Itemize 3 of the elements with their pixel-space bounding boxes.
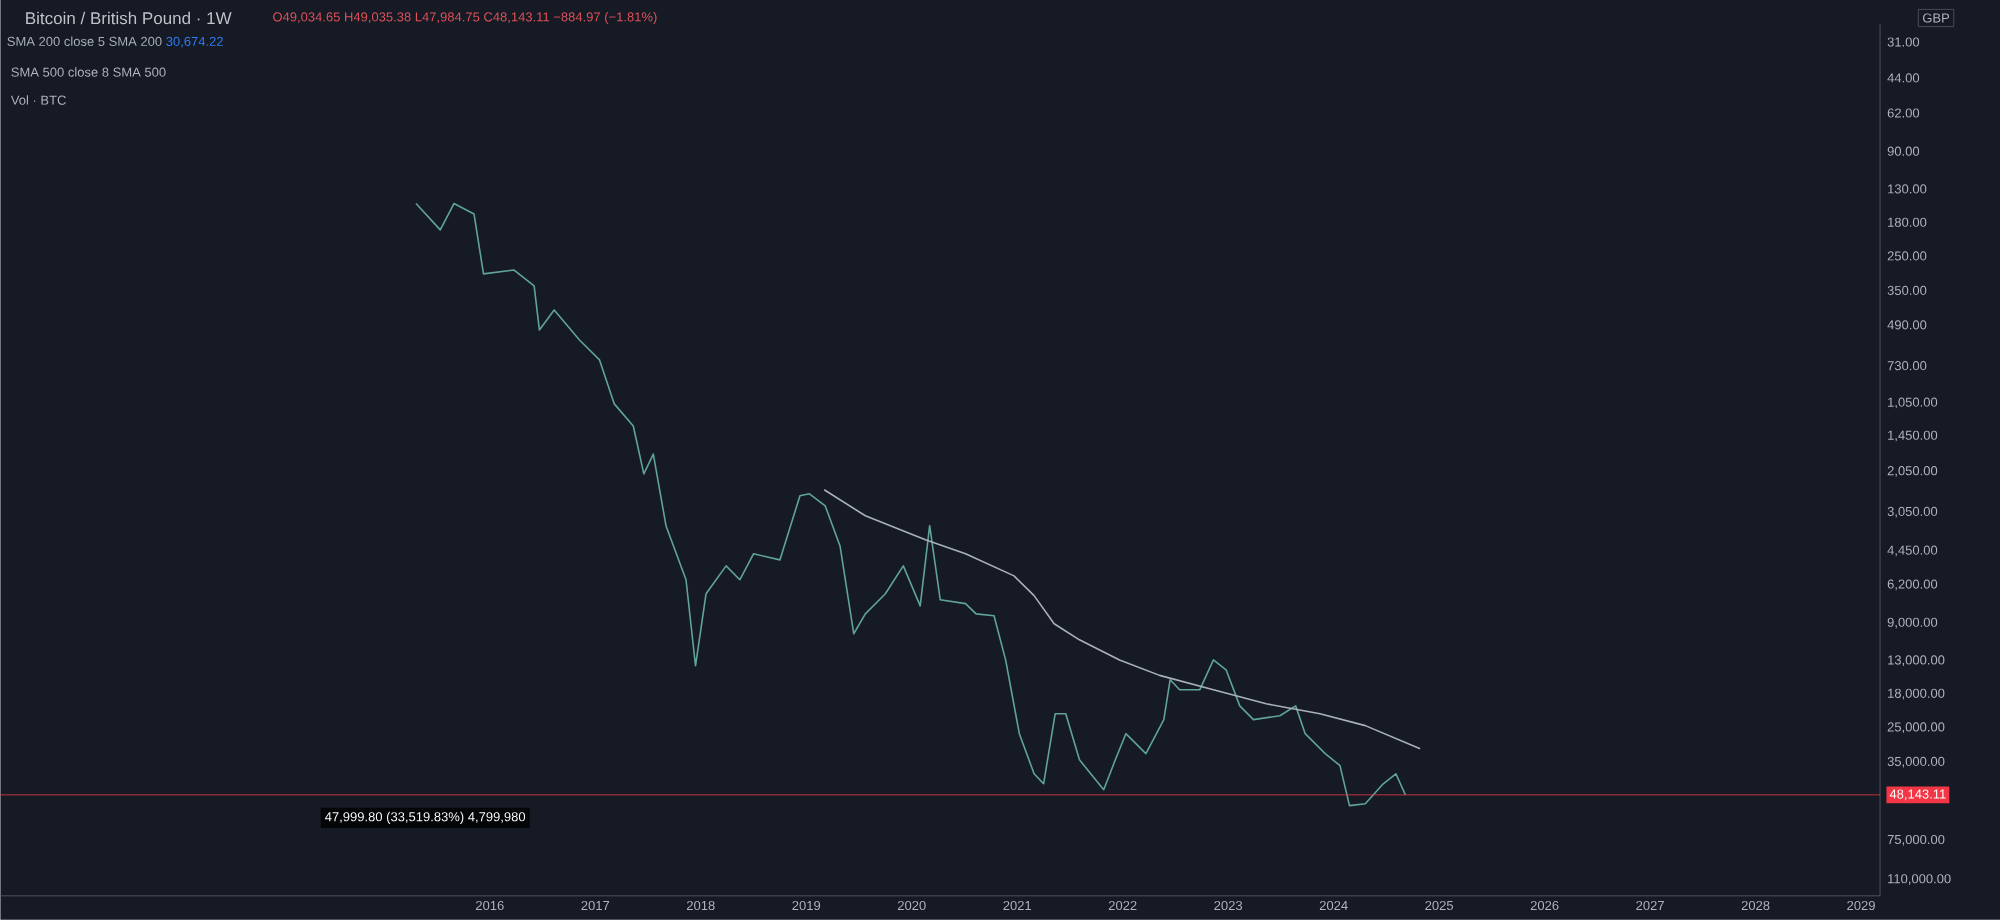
line-series [823,489,1421,750]
line-series [415,202,1407,807]
chart-title: Bitcoin / British Pound · 1W [26,11,232,25]
